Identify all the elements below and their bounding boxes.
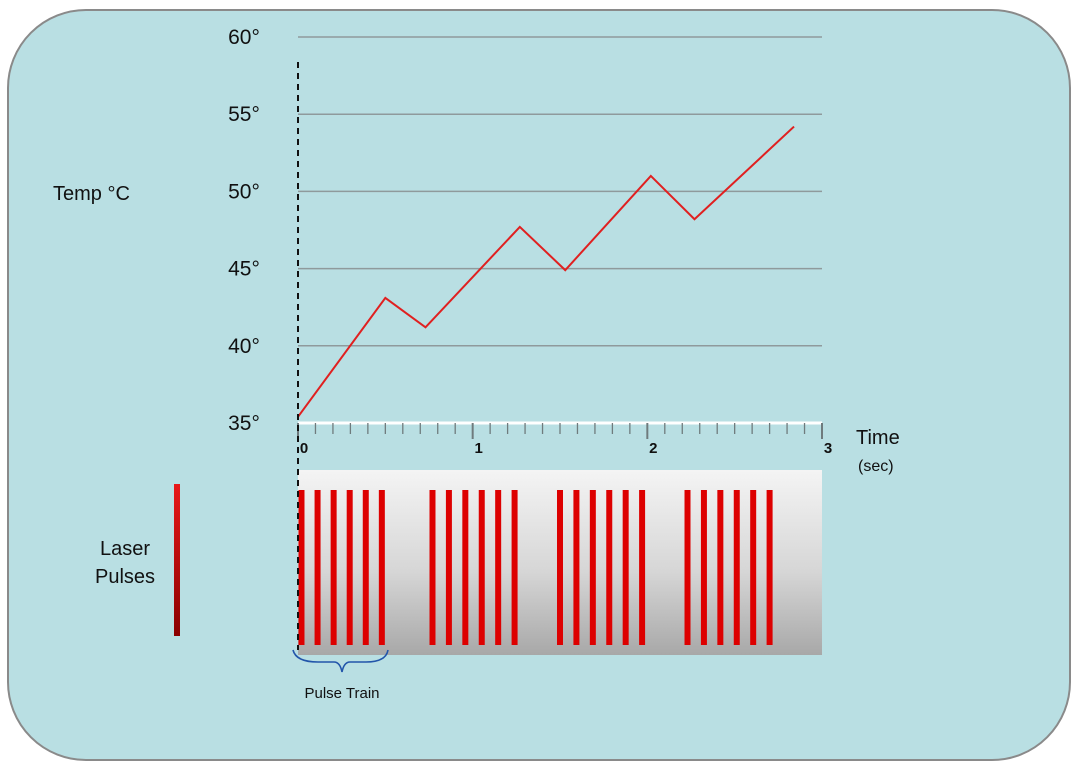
y-axis-title: Temp °C <box>53 183 130 205</box>
laser-pulse-bar <box>495 490 502 645</box>
pulse-train <box>557 490 646 645</box>
pulse-train-label: Pulse Train <box>304 685 379 702</box>
laser-pulse-bar <box>378 490 385 645</box>
y-tick-label: 40° <box>228 335 260 358</box>
y-tick-label: 60° <box>228 26 260 49</box>
laser-pulse-bar <box>362 490 369 645</box>
y-tick-label: 45° <box>228 258 260 281</box>
laser-pulse-bar <box>429 490 436 645</box>
laser-pulse-bar <box>606 490 613 645</box>
x-axis-unit: (sec) <box>858 458 894 475</box>
laser-pulse-bar <box>511 490 518 645</box>
y-tick-label: 35° <box>228 412 260 435</box>
laser-pulse-bar <box>684 490 691 645</box>
pulse-train <box>429 490 518 645</box>
pulse-panel <box>298 470 822 655</box>
laser-pulse-bar <box>445 490 452 645</box>
laser-pulses-legend-bar <box>174 484 180 636</box>
laser-pulse-bar <box>346 490 353 645</box>
x-tick-label: 3 <box>824 440 832 457</box>
laser-pulse-bar <box>622 490 629 645</box>
laser-pulse-bar <box>314 490 321 645</box>
y-tick-label: 55° <box>228 103 260 126</box>
laser-pulse-bar <box>733 490 740 645</box>
laser-pulse-bar <box>750 490 757 645</box>
pulse-train <box>684 490 773 645</box>
laser-pulse-bar <box>639 490 646 645</box>
laser-pulse-bar <box>766 490 773 645</box>
temperature-series-line <box>297 125 795 418</box>
laser-pulse-bar <box>330 490 337 645</box>
laser-pulses-label: Laser Pulses <box>95 538 155 588</box>
laser-pulse-bar <box>298 490 305 645</box>
x-axis: 0 1 2 3 <box>297 421 832 457</box>
laser-pulse-bar <box>589 490 596 645</box>
y-tick-label: 50° <box>228 180 260 203</box>
pulse-train-brace <box>292 649 389 673</box>
laser-pulse-bar <box>717 490 724 645</box>
laser-pulse-bar <box>462 490 469 645</box>
x-tick-label: 2 <box>649 440 657 457</box>
laser-pulse-bar <box>700 490 707 645</box>
y-tick-labels: 35° 40° 45° 50° 55° 60° <box>228 26 260 435</box>
pulse-train <box>298 490 385 645</box>
laser-pulse-bar <box>478 490 485 645</box>
laser-pulse-bar <box>573 490 580 645</box>
grid-lines <box>298 36 822 347</box>
x-tick-label: 1 <box>474 440 482 457</box>
x-tick-label: 0 <box>300 440 308 457</box>
x-axis-title: Time <box>856 427 900 449</box>
series-lines <box>297 125 795 418</box>
laser-pulse-bar <box>557 490 563 645</box>
